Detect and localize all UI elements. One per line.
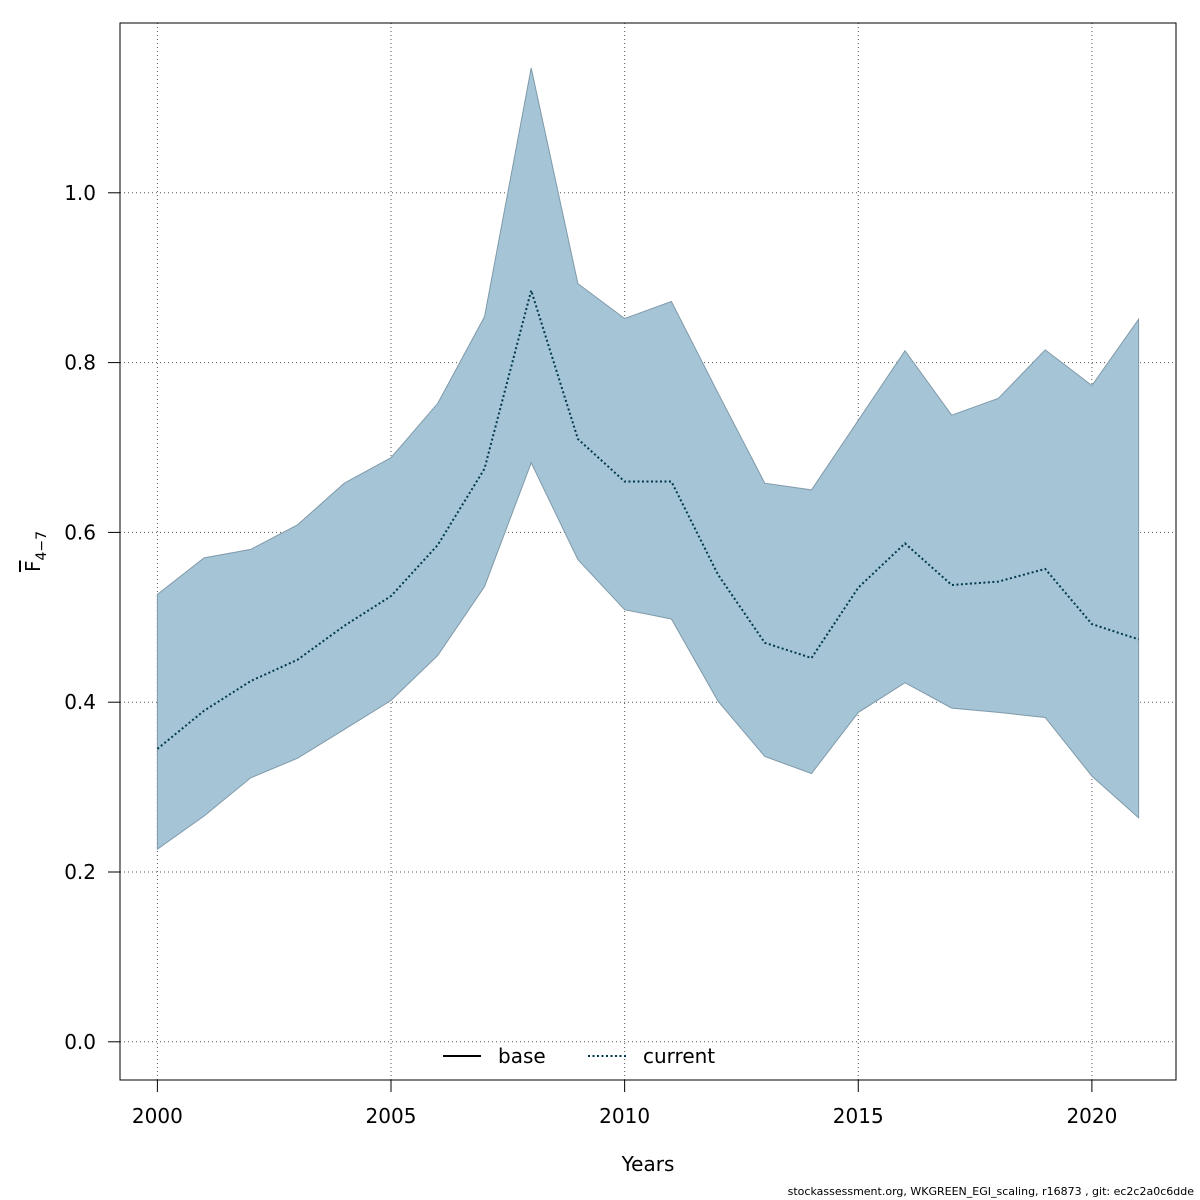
y-axis-title-subscript: 4−7 <box>34 531 50 561</box>
series-line-current <box>156 286 1139 750</box>
y-tick-label: 0.8 <box>64 351 96 375</box>
y-tick-label: 0.6 <box>64 520 96 544</box>
confidence-band <box>156 67 1140 851</box>
legend-label-base: base <box>498 1044 546 1068</box>
y-axis: 0.0 0.2 0.4 0.6 0.8 1.0 <box>64 181 121 1054</box>
y-tick-label: 0.2 <box>64 860 96 884</box>
y-axis-title-base: F <box>21 561 45 573</box>
x-axis: 2000 2005 2010 2015 2020 <box>132 1079 1117 1128</box>
x-tick-label: 2015 <box>833 1104 884 1128</box>
y-tick-label: 0.0 <box>64 1030 96 1054</box>
series-layer <box>156 286 1139 750</box>
legend-label-current: current <box>643 1044 715 1068</box>
x-tick-label: 2000 <box>132 1104 183 1128</box>
x-tick-label: 2005 <box>366 1104 417 1128</box>
y-tick-label: 0.4 <box>64 690 96 714</box>
legend: base current <box>443 1044 715 1068</box>
x-tick-label: 2020 <box>1066 1104 1117 1128</box>
y-tick-label: 1.0 <box>64 181 96 205</box>
footer-note: stockassessment.org, WKGREEN_EGI_scaling… <box>787 1185 1194 1198</box>
svg-text:F4−7: F4−7 <box>21 531 50 572</box>
x-tick-label: 2010 <box>599 1104 650 1128</box>
y-axis-title: F4−7 <box>21 531 50 572</box>
x-axis-title: Years <box>621 1152 675 1176</box>
